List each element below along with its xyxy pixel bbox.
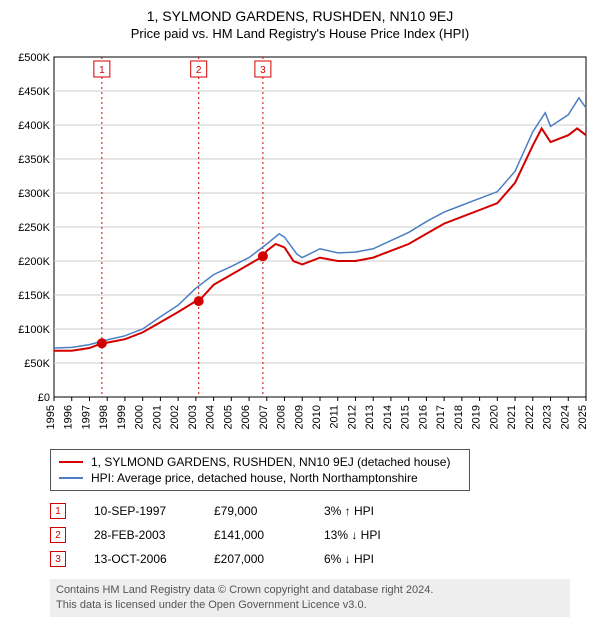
svg-text:2009: 2009: [293, 405, 305, 429]
svg-text:£450K: £450K: [18, 86, 50, 98]
svg-text:2012: 2012: [346, 405, 358, 429]
event-marker: 3: [50, 551, 66, 567]
attribution-footer: Contains HM Land Registry data © Crown c…: [50, 579, 570, 617]
svg-text:2011: 2011: [329, 405, 341, 429]
svg-text:2017: 2017: [435, 405, 447, 429]
chart-subtitle: Price paid vs. HM Land Registry's House …: [8, 26, 592, 41]
event-date: 10-SEP-1997: [94, 504, 214, 518]
svg-text:2023: 2023: [542, 405, 554, 429]
svg-text:£200K: £200K: [18, 256, 50, 268]
chart-title: 1, SYLMOND GARDENS, RUSHDEN, NN10 9EJ: [8, 8, 592, 24]
event-delta: 6% ↓ HPI: [324, 552, 374, 566]
svg-text:2024: 2024: [559, 405, 571, 429]
event-row: 2 28-FEB-2003£141,00013% ↓ HPI: [50, 523, 592, 547]
svg-text:2022: 2022: [524, 405, 536, 429]
legend: 1, SYLMOND GARDENS, RUSHDEN, NN10 9EJ (d…: [50, 449, 470, 491]
svg-text:1997: 1997: [80, 405, 92, 429]
svg-text:3: 3: [260, 65, 266, 76]
footer-line-2: This data is licensed under the Open Gov…: [56, 598, 564, 613]
event-marker: 2: [50, 527, 66, 543]
svg-text:2021: 2021: [506, 405, 518, 429]
event-delta: 3% ↑ HPI: [324, 504, 374, 518]
legend-item: 1, SYLMOND GARDENS, RUSHDEN, NN10 9EJ (d…: [59, 454, 461, 470]
chart-svg: £0 £50K £100K £150K £200K £250K £300K £350K £400…: [8, 49, 592, 439]
svg-text:£50K: £50K: [24, 358, 50, 370]
svg-text:1998: 1998: [98, 405, 110, 429]
footer-line-1: Contains HM Land Registry data © Crown c…: [56, 583, 564, 598]
svg-text:2008: 2008: [276, 405, 288, 429]
svg-text:2013: 2013: [364, 405, 376, 429]
event-date: 13-OCT-2006: [94, 552, 214, 566]
svg-text:1: 1: [99, 65, 105, 76]
svg-text:2025: 2025: [577, 405, 589, 429]
event-table: 1 10-SEP-1997£79,0003% ↑ HPI 2 28-FEB-2003£…: [50, 499, 592, 571]
svg-text:2006: 2006: [240, 405, 252, 429]
svg-text:£250K: £250K: [18, 222, 50, 234]
svg-text:2007: 2007: [258, 405, 270, 429]
event-row: 1 10-SEP-1997£79,0003% ↑ HPI: [50, 499, 592, 523]
event-row: 3 13-OCT-2006£207,0006% ↓ HPI: [50, 547, 592, 571]
svg-text:1999: 1999: [116, 405, 128, 429]
svg-text:£150K: £150K: [18, 290, 50, 302]
svg-text:£300K: £300K: [18, 188, 50, 200]
svg-text:£100K: £100K: [18, 324, 50, 336]
event-price: £207,000: [214, 552, 324, 566]
legend-item: HPI: Average price, detached house, Nort…: [59, 470, 461, 486]
svg-text:2000: 2000: [134, 405, 146, 429]
event-marker: 1: [50, 503, 66, 519]
svg-text:£350K: £350K: [18, 154, 50, 166]
svg-text:2004: 2004: [205, 405, 217, 429]
event-date: 28-FEB-2003: [94, 528, 214, 542]
svg-text:£0: £0: [38, 392, 50, 404]
legend-swatch: [59, 461, 83, 463]
event-delta: 13% ↓ HPI: [324, 528, 381, 542]
svg-text:2015: 2015: [400, 405, 412, 429]
svg-text:2005: 2005: [222, 405, 234, 429]
legend-swatch: [59, 477, 83, 479]
svg-text:2001: 2001: [151, 405, 163, 429]
price-chart: £0 £50K £100K £150K £200K £250K £300K £350K £400…: [8, 49, 592, 439]
svg-text:2: 2: [196, 65, 202, 76]
event-price: £79,000: [214, 504, 324, 518]
legend-label: HPI: Average price, detached house, Nort…: [91, 471, 418, 485]
svg-text:2018: 2018: [453, 405, 465, 429]
svg-text:2020: 2020: [488, 405, 500, 429]
svg-text:£500K: £500K: [18, 52, 50, 64]
svg-text:1996: 1996: [63, 405, 75, 429]
svg-text:1995: 1995: [45, 405, 57, 429]
svg-text:2014: 2014: [382, 405, 394, 429]
svg-text:2016: 2016: [417, 405, 429, 429]
legend-label: 1, SYLMOND GARDENS, RUSHDEN, NN10 9EJ (d…: [91, 455, 450, 469]
svg-text:2002: 2002: [169, 405, 181, 429]
svg-text:2019: 2019: [471, 405, 483, 429]
event-price: £141,000: [214, 528, 324, 542]
svg-text:2003: 2003: [187, 405, 199, 429]
svg-text:2010: 2010: [311, 405, 323, 429]
svg-text:£400K: £400K: [18, 120, 50, 132]
